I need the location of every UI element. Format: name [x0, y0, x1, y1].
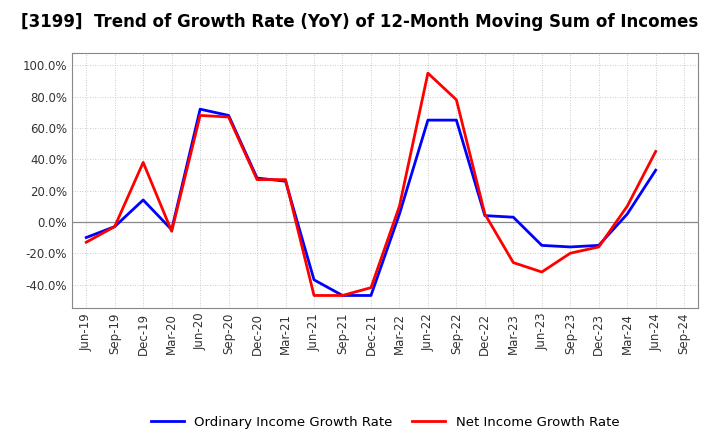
Ordinary Income Growth Rate — [139, 197, 148, 202]
Net Income Growth Rate — [509, 260, 518, 265]
Ordinary Income Growth Rate — [167, 227, 176, 232]
Net Income Growth Rate — [110, 224, 119, 229]
Net Income Growth Rate — [395, 204, 404, 209]
Ordinary Income Growth Rate — [452, 117, 461, 123]
Net Income Growth Rate — [423, 70, 432, 76]
Ordinary Income Growth Rate — [225, 113, 233, 118]
Net Income Growth Rate — [537, 269, 546, 275]
Net Income Growth Rate — [82, 240, 91, 245]
Net Income Growth Rate — [566, 250, 575, 256]
Ordinary Income Growth Rate — [623, 212, 631, 217]
Net Income Growth Rate — [167, 229, 176, 234]
Net Income Growth Rate — [282, 177, 290, 182]
Ordinary Income Growth Rate — [566, 244, 575, 249]
Ordinary Income Growth Rate — [282, 179, 290, 184]
Ordinary Income Growth Rate — [196, 106, 204, 112]
Net Income Growth Rate — [452, 97, 461, 103]
Ordinary Income Growth Rate — [366, 293, 375, 298]
Ordinary Income Growth Rate — [537, 243, 546, 248]
Ordinary Income Growth Rate — [423, 117, 432, 123]
Ordinary Income Growth Rate — [338, 293, 347, 298]
Line: Net Income Growth Rate: Net Income Growth Rate — [86, 73, 656, 296]
Ordinary Income Growth Rate — [310, 277, 318, 282]
Net Income Growth Rate — [253, 177, 261, 182]
Net Income Growth Rate — [652, 149, 660, 154]
Text: [3199]  Trend of Growth Rate (YoY) of 12-Month Moving Sum of Incomes: [3199] Trend of Growth Rate (YoY) of 12-… — [22, 13, 698, 31]
Line: Ordinary Income Growth Rate: Ordinary Income Growth Rate — [86, 109, 656, 296]
Net Income Growth Rate — [623, 204, 631, 209]
Net Income Growth Rate — [139, 160, 148, 165]
Ordinary Income Growth Rate — [82, 235, 91, 240]
Net Income Growth Rate — [595, 244, 603, 249]
Net Income Growth Rate — [310, 293, 318, 298]
Ordinary Income Growth Rate — [480, 213, 489, 218]
Legend: Ordinary Income Growth Rate, Net Income Growth Rate: Ordinary Income Growth Rate, Net Income … — [145, 411, 625, 434]
Net Income Growth Rate — [366, 285, 375, 290]
Ordinary Income Growth Rate — [253, 176, 261, 181]
Net Income Growth Rate — [338, 293, 347, 298]
Net Income Growth Rate — [196, 113, 204, 118]
Ordinary Income Growth Rate — [509, 215, 518, 220]
Ordinary Income Growth Rate — [110, 224, 119, 229]
Net Income Growth Rate — [225, 114, 233, 120]
Net Income Growth Rate — [480, 212, 489, 217]
Ordinary Income Growth Rate — [595, 243, 603, 248]
Ordinary Income Growth Rate — [652, 168, 660, 173]
Ordinary Income Growth Rate — [395, 212, 404, 217]
